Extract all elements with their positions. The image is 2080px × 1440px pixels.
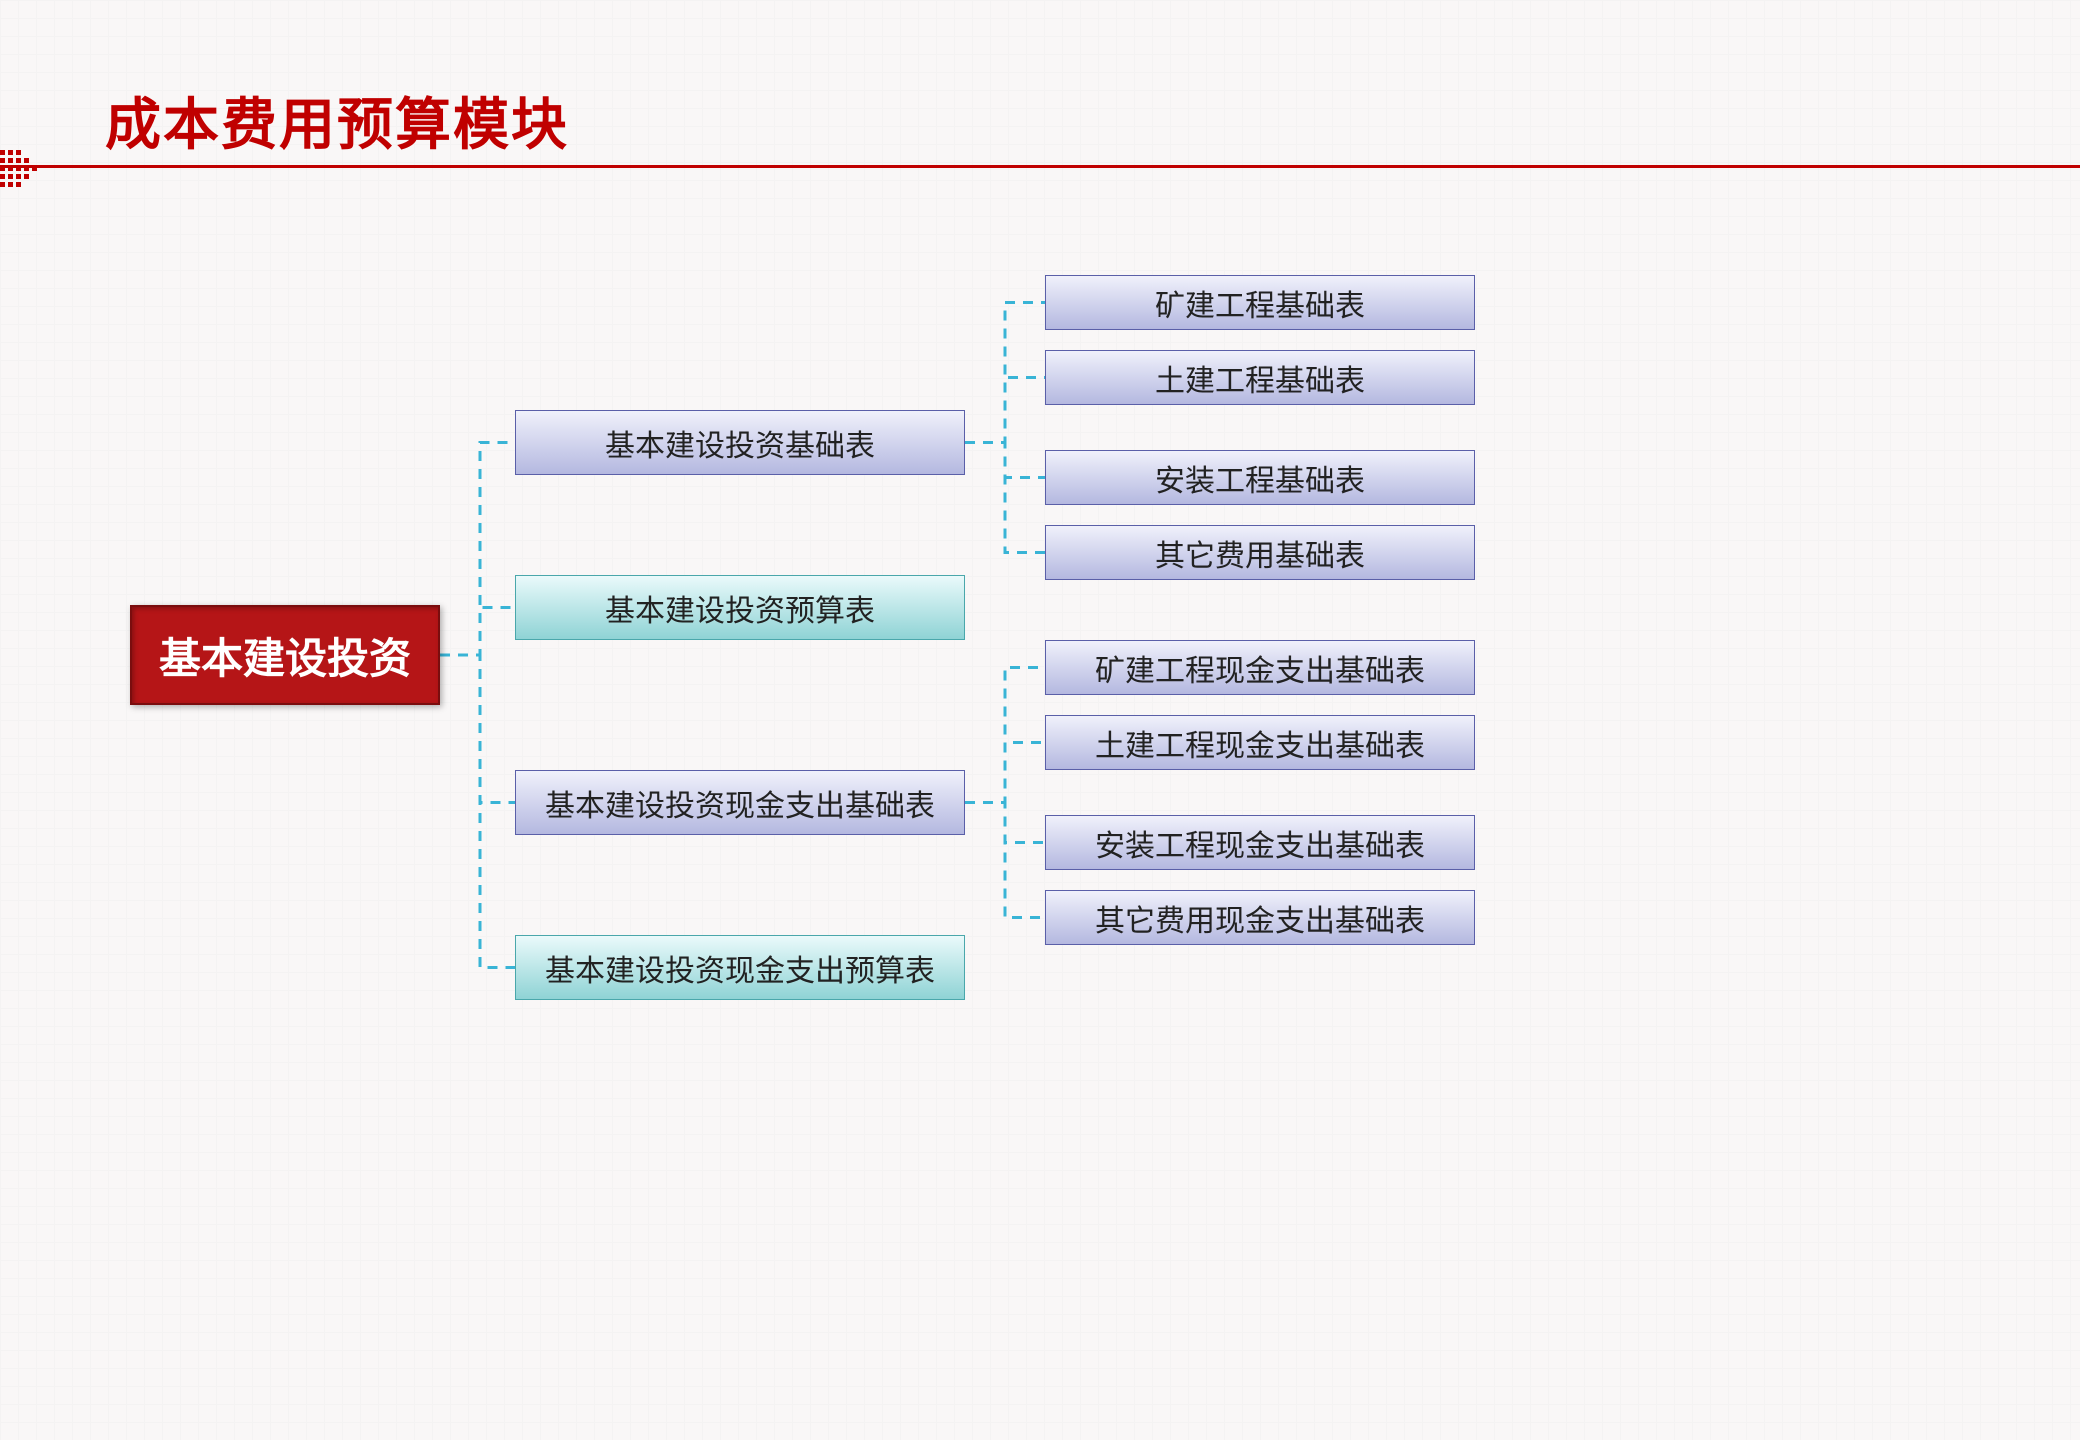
edge-root-m2 — [440, 608, 515, 656]
node-m4: 基本建设投资现金支出预算表 — [515, 935, 965, 1000]
node-m1: 基本建设投资基础表 — [515, 410, 965, 475]
edge-layer — [0, 0, 2080, 1440]
node-m3: 基本建设投资现金支出基础表 — [515, 770, 965, 835]
node-t3c: 安装工程现金支出基础表 — [1045, 815, 1475, 870]
node-t3a: 矿建工程现金支出基础表 — [1045, 640, 1475, 695]
arrow-decoration — [0, 130, 47, 205]
title-divider — [0, 165, 2080, 168]
edge-root-m3 — [440, 655, 515, 803]
node-t1d: 其它费用基础表 — [1045, 525, 1475, 580]
node-t3d: 其它费用现金支出基础表 — [1045, 890, 1475, 945]
node-t1b: 土建工程基础表 — [1045, 350, 1475, 405]
edge-root-m1 — [440, 443, 515, 656]
node-t1c: 安装工程基础表 — [1045, 450, 1475, 505]
edge-m1-t1a — [965, 303, 1045, 443]
edge-m1-t1d — [965, 443, 1045, 553]
edge-m3-t3a — [965, 668, 1045, 803]
edge-m3-t3b — [965, 743, 1045, 803]
edge-m1-t1b — [965, 378, 1045, 443]
edge-m1-t1c — [965, 443, 1045, 478]
edge-m3-t3d — [965, 803, 1045, 918]
edge-m3-t3c — [965, 803, 1045, 843]
node-t3b: 土建工程现金支出基础表 — [1045, 715, 1475, 770]
node-m2: 基本建设投资预算表 — [515, 575, 965, 640]
node-t1a: 矿建工程基础表 — [1045, 275, 1475, 330]
edge-root-m4 — [440, 655, 515, 968]
page-title: 成本费用预算模块 — [105, 80, 569, 161]
node-root: 基本建设投资 — [130, 605, 440, 705]
